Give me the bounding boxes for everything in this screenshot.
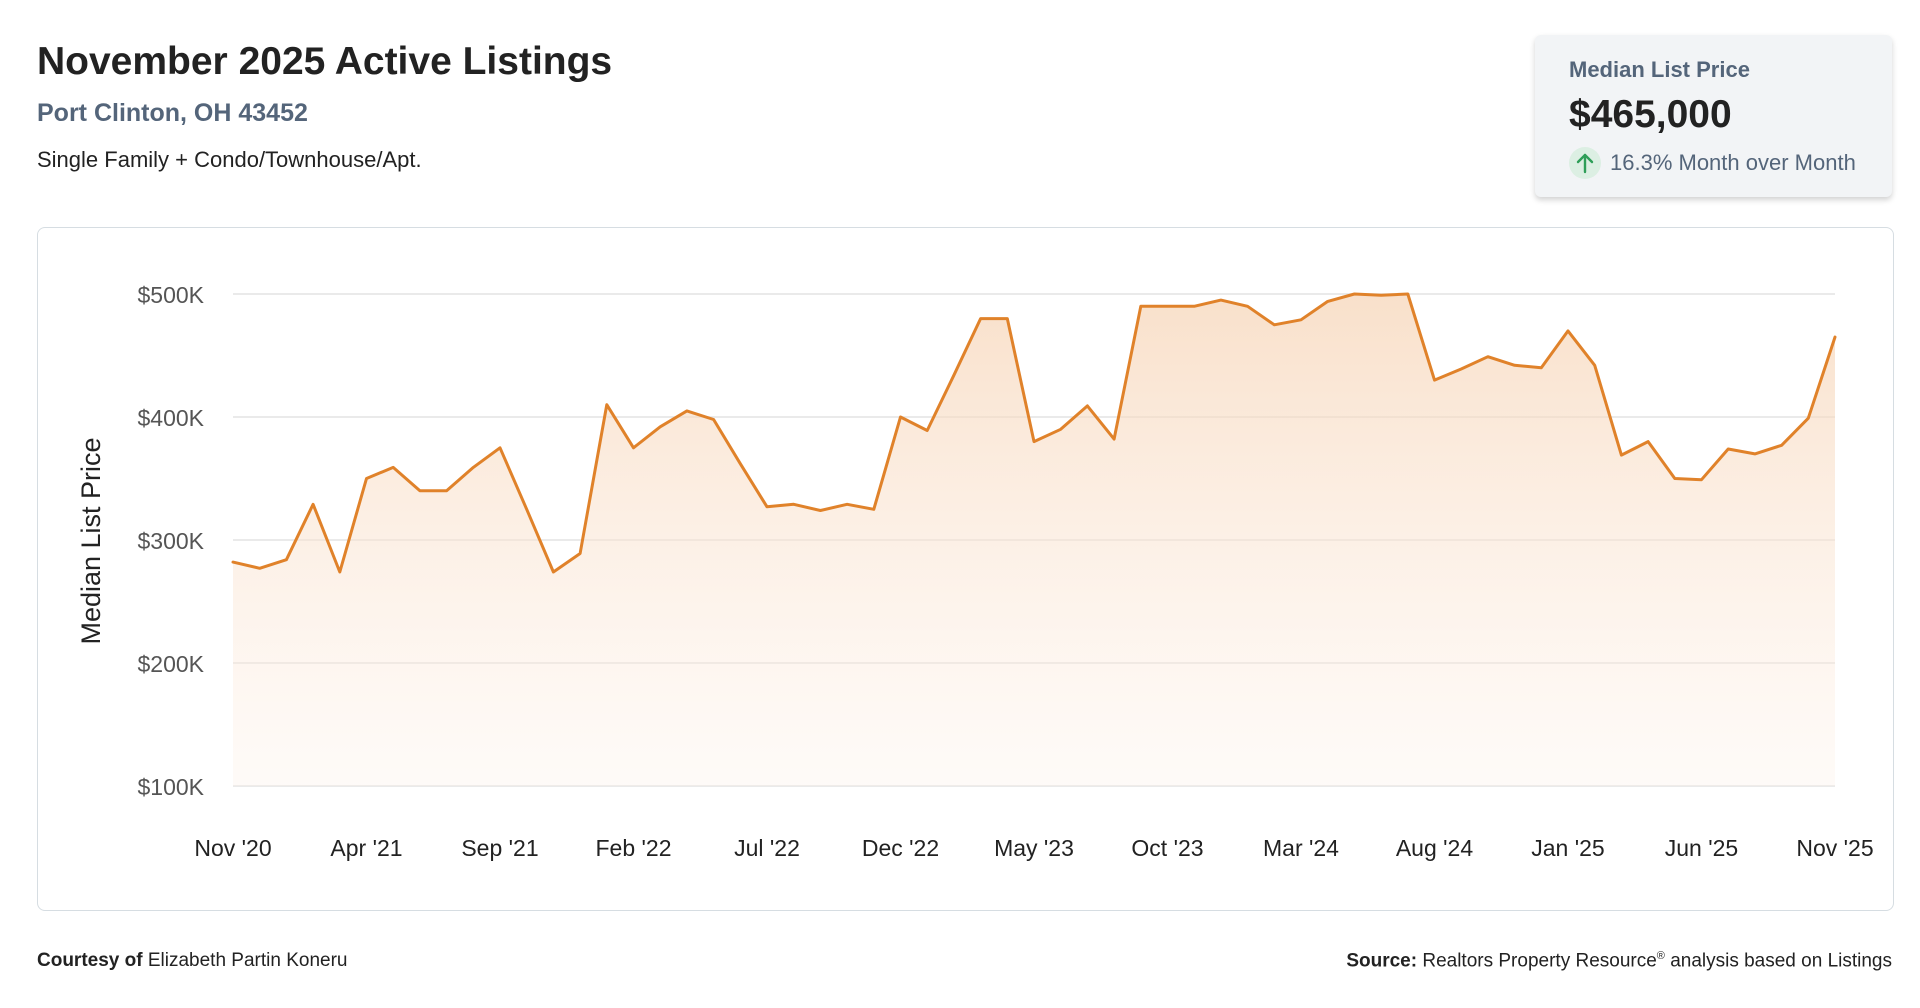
- source-label: Source:: [1346, 950, 1418, 972]
- property-types: Single Family + Condo/Townhouse/Apt.: [37, 147, 422, 172]
- source-rest: analysis based on Listings: [1670, 950, 1892, 972]
- summary-change: 16.3% Month over Month: [1569, 147, 1856, 179]
- series-line: [231, 292, 1837, 574]
- courtesy-name: Elizabeth Partin Koneru: [147, 950, 348, 971]
- x-tick-label: Nov '25: [1796, 835, 1873, 861]
- page-title: November 2025 Active Listings: [37, 40, 613, 83]
- registered-mark: ®: [1656, 950, 1665, 962]
- x-tick-label: Feb '22: [596, 835, 672, 861]
- x-tick-label: Dec '22: [862, 835, 939, 861]
- chart-container: $100K $200K $300K $400K $500K Nov '20 Apr '21…: [37, 227, 1894, 911]
- x-tick-label: Sep '21: [461, 835, 538, 861]
- x-tick-label: Jul '22: [734, 835, 800, 861]
- x-tick-label: Aug '24: [1396, 835, 1473, 861]
- median-list-price-chart: $100K $200K $300K $400K $500K Nov '20 Apr '21…: [76, 282, 1874, 861]
- x-tick-label: Jun '25: [1665, 835, 1738, 861]
- footer-source: Source: Realtors Property Resource® anal…: [1346, 950, 1892, 972]
- x-tick-label: Jan '25: [1531, 835, 1604, 861]
- source-name: Realtors Property Resource: [1422, 950, 1657, 972]
- x-tick-label: May '23: [994, 835, 1074, 861]
- x-tick-label: Oct '23: [1131, 835, 1203, 861]
- y-tick-label: $200K: [137, 651, 204, 677]
- y-tick-label: $100K: [137, 774, 204, 800]
- median-price-card: Median List Price $465,000 16.3% Month o…: [1535, 35, 1892, 197]
- y-tick-label: $400K: [137, 405, 204, 431]
- y-axis-label: Median List Price: [76, 437, 106, 644]
- arrow-up-icon: [1569, 147, 1601, 179]
- y-tick-label: $500K: [137, 282, 204, 308]
- courtesy-label: Courtesy of: [37, 950, 143, 971]
- x-tick-label: Apr '21: [330, 835, 402, 861]
- change-text: 16.3% Month over Month: [1610, 150, 1856, 175]
- area-fill: [233, 294, 1835, 786]
- summary-label: Median List Price: [1569, 57, 1750, 82]
- x-tick-label: Mar '24: [1263, 835, 1339, 861]
- summary-value: $465,000: [1569, 93, 1732, 136]
- location-subtitle: Port Clinton, OH 43452: [37, 99, 308, 127]
- x-tick-label: Nov '20: [194, 835, 271, 861]
- footer-courtesy: Courtesy of Elizabeth Partin Koneru: [37, 950, 347, 972]
- y-tick-label: $300K: [137, 528, 204, 554]
